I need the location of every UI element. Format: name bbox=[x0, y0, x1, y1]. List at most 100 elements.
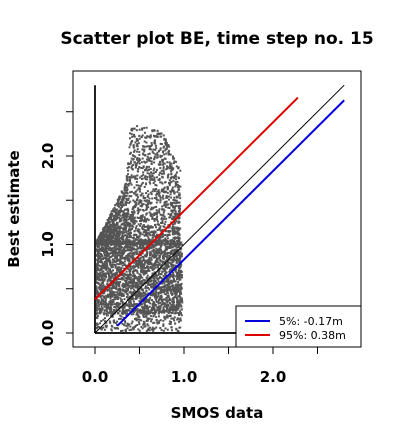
data-point bbox=[117, 288, 120, 291]
data-point bbox=[164, 245, 167, 248]
data-point bbox=[97, 308, 100, 311]
data-point bbox=[173, 160, 176, 163]
data-point bbox=[133, 230, 136, 233]
data-point bbox=[108, 230, 111, 233]
data-point bbox=[170, 317, 173, 320]
data-point bbox=[151, 130, 154, 133]
data-point bbox=[162, 250, 165, 253]
data-point bbox=[174, 286, 177, 289]
data-point bbox=[174, 185, 177, 188]
data-point bbox=[144, 154, 147, 157]
data-point bbox=[180, 297, 183, 300]
data-point bbox=[174, 237, 177, 240]
data-point bbox=[101, 257, 104, 260]
data-point bbox=[178, 211, 181, 214]
data-point bbox=[133, 133, 136, 136]
data-point bbox=[133, 304, 136, 307]
data-point bbox=[169, 274, 172, 277]
data-point bbox=[154, 142, 157, 145]
data-point bbox=[153, 176, 156, 179]
data-point bbox=[131, 135, 134, 138]
data-point bbox=[146, 261, 149, 264]
data-point bbox=[156, 257, 159, 260]
data-point bbox=[160, 143, 163, 146]
data-point bbox=[132, 154, 135, 157]
data-point bbox=[129, 222, 132, 225]
data-point bbox=[109, 279, 112, 282]
data-point bbox=[116, 282, 119, 285]
data-point bbox=[97, 305, 100, 308]
data-point bbox=[163, 215, 166, 218]
data-point bbox=[141, 192, 144, 195]
data-point bbox=[143, 294, 146, 297]
data-point bbox=[141, 157, 144, 160]
data-point bbox=[131, 292, 134, 295]
data-point bbox=[136, 209, 139, 212]
data-point bbox=[136, 279, 139, 282]
data-point bbox=[169, 279, 172, 282]
data-point bbox=[175, 286, 178, 289]
data-point bbox=[116, 298, 119, 301]
data-point bbox=[102, 238, 105, 241]
data-point bbox=[174, 236, 177, 239]
data-point bbox=[159, 142, 162, 145]
data-point bbox=[161, 233, 164, 236]
data-point bbox=[121, 276, 124, 279]
data-point bbox=[138, 134, 141, 137]
data-point bbox=[157, 237, 160, 240]
data-point bbox=[156, 321, 159, 324]
data-point bbox=[150, 160, 153, 163]
data-point bbox=[126, 278, 129, 281]
data-point bbox=[124, 244, 127, 247]
data-point bbox=[165, 256, 168, 259]
data-point bbox=[140, 167, 143, 170]
data-point bbox=[96, 278, 99, 281]
data-point bbox=[136, 307, 139, 310]
data-point bbox=[173, 201, 176, 204]
series-line bbox=[116, 99, 345, 327]
data-point bbox=[179, 243, 182, 246]
data-point bbox=[156, 135, 159, 138]
data-point bbox=[108, 320, 111, 323]
data-point bbox=[165, 230, 168, 233]
data-point bbox=[145, 126, 148, 129]
data-point bbox=[127, 287, 130, 290]
data-point bbox=[149, 182, 152, 185]
data-point bbox=[154, 266, 157, 269]
data-point bbox=[142, 224, 145, 227]
data-point bbox=[132, 328, 135, 331]
data-point bbox=[173, 244, 176, 247]
data-point bbox=[105, 321, 108, 324]
data-point bbox=[161, 310, 164, 313]
data-point bbox=[104, 254, 107, 257]
data-point bbox=[177, 177, 180, 180]
data-point bbox=[105, 312, 108, 315]
data-point bbox=[132, 163, 135, 166]
data-point bbox=[134, 238, 137, 241]
data-point bbox=[111, 230, 114, 233]
data-point bbox=[138, 282, 141, 285]
data-point bbox=[140, 280, 143, 283]
data-point bbox=[174, 213, 177, 216]
data-point bbox=[100, 269, 103, 272]
data-point bbox=[123, 311, 126, 314]
data-point bbox=[171, 229, 174, 232]
data-point bbox=[149, 240, 152, 243]
data-point bbox=[110, 239, 113, 242]
data-point bbox=[181, 300, 184, 303]
data-point bbox=[131, 246, 134, 249]
y-axis-label: Best estimate bbox=[5, 150, 23, 267]
data-point bbox=[176, 301, 179, 304]
data-point bbox=[127, 248, 130, 251]
data-point bbox=[138, 290, 141, 293]
data-point bbox=[142, 259, 145, 262]
data-point bbox=[141, 127, 144, 130]
data-point bbox=[146, 158, 149, 161]
data-point bbox=[156, 307, 159, 310]
data-point bbox=[126, 176, 129, 179]
data-point bbox=[146, 190, 149, 193]
data-point bbox=[159, 327, 162, 330]
data-point bbox=[172, 296, 175, 299]
data-point bbox=[176, 304, 179, 307]
data-point bbox=[111, 295, 114, 298]
